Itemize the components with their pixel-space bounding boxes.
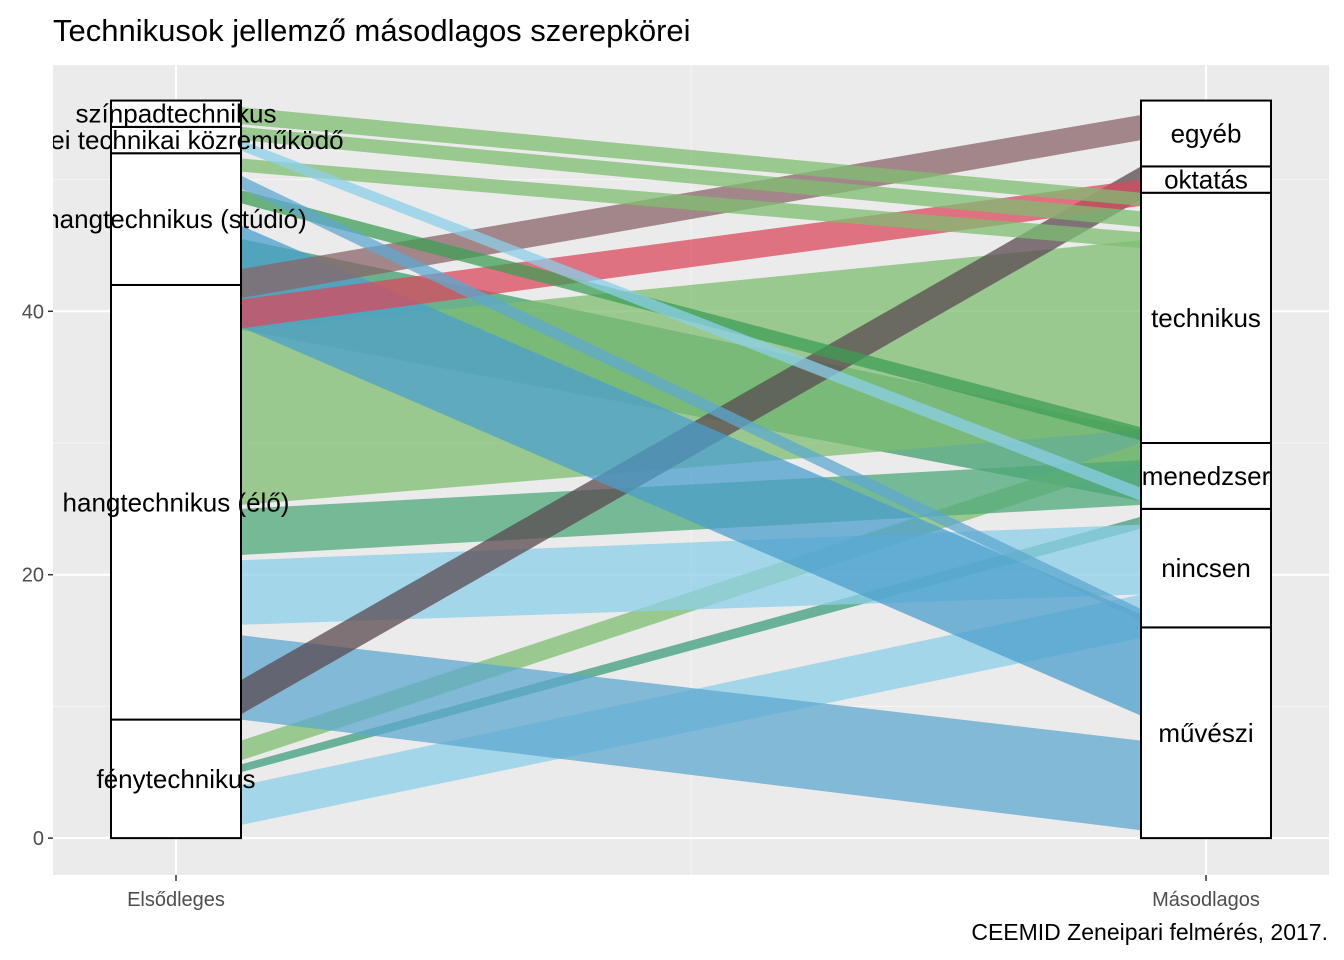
strata xyxy=(110,99,1272,840)
chart-title: Technikusok jellemző másodlagos szerepkö… xyxy=(53,13,691,48)
flow-band xyxy=(241,126,1141,227)
stratum-box xyxy=(1140,191,1272,444)
stratum-box xyxy=(110,718,242,840)
stratum-label: színpadtechnikus xyxy=(76,99,277,129)
stratum-box xyxy=(110,152,242,286)
stratum-label: zenei technikai közreműködő xyxy=(8,125,343,155)
flow-band xyxy=(241,175,1141,621)
flow-band xyxy=(241,158,1141,249)
x-tick-label: Másodlagos xyxy=(1152,889,1260,911)
stratum-label: hangtechnikus (stúdió) xyxy=(45,204,307,234)
chart-caption: CEEMID Zeneipari felmérés, 2017. xyxy=(971,919,1328,945)
stratum-label: menedzser xyxy=(1142,461,1271,491)
stratum-label: hangtechnikus (élő) xyxy=(63,487,290,517)
stratum-label: művészi xyxy=(1158,718,1253,748)
flow-band xyxy=(241,107,1141,206)
flow-band xyxy=(241,140,1141,501)
stratum-box xyxy=(1140,99,1272,168)
stratum-label: nincsen xyxy=(1161,553,1251,583)
stratum-box xyxy=(1140,165,1272,194)
stratum-label: fénytechnikus xyxy=(97,764,256,794)
flow-band xyxy=(241,635,1141,831)
y-tick-label: 40 xyxy=(22,301,44,323)
flow-band xyxy=(241,225,1141,716)
axes: 0 20 40 Elsődleges Másodlagos xyxy=(22,301,1260,911)
stratum-box xyxy=(110,99,242,128)
stratum-box xyxy=(110,125,242,155)
flows xyxy=(241,107,1141,831)
stratum-label: technikus xyxy=(1151,303,1261,333)
stratum-labels: fénytechnikus hangtechnikus (élő) hangtech… xyxy=(8,99,1271,794)
y-tick-label: 20 xyxy=(22,565,44,587)
y-tick-label: 0 xyxy=(33,828,44,850)
x-tick-label: Elsődleges xyxy=(127,889,225,911)
stratum-label: oktatás xyxy=(1164,165,1248,195)
stratum-box xyxy=(1140,507,1272,629)
stratum-label: egyéb xyxy=(1171,118,1242,148)
